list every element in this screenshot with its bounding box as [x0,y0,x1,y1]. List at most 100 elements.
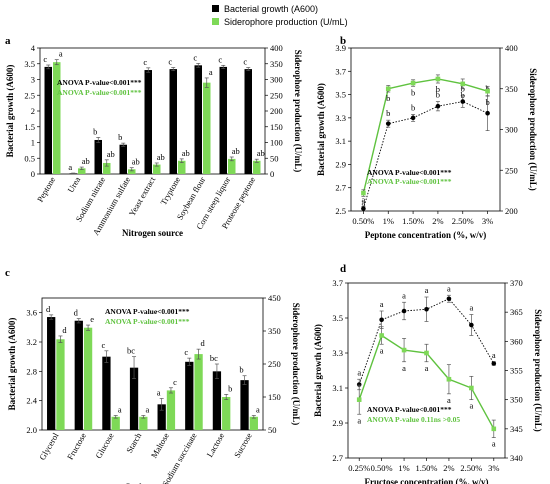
panel-d-letter-1-3: a [425,363,429,373]
panel-d-point-0-0 [356,382,362,387]
panel-b-letter-1-5: b [485,97,489,107]
panel-d-ytick-label-right-5: 365 [510,307,523,317]
panel-c-letter-0-5: c [184,347,188,357]
panel-c-letter: c [5,267,10,279]
panel-b-ytick-label-left-3: 3.1 [335,136,346,146]
panel-a-anova-sidero: ANOVA P-value<0.001*** [57,88,142,97]
panel-a-ytick-label-left-7: 3.5 [24,59,35,69]
panel-c-bar-0-7 [240,380,249,430]
panel-c-bar-1-5 [194,354,203,430]
panel-b-letter-1-0: a [362,197,366,207]
panel-b-point-0-2 [410,115,416,121]
panel-a-letter-1-0: a [59,49,63,59]
panel-d-ytick-label-right-6: 370 [510,278,523,288]
panel-b-letter-0-0: a [362,194,366,204]
panel-b-letter-0-3: b [436,90,440,100]
panel-b-ylabel-left: Bacterial growth (A600) [316,83,326,176]
panel-b-letter-1-3: b [436,84,440,94]
panel-d-point-0-4 [446,296,452,302]
panel-c-letter-0-4: a [157,387,161,397]
panel-c-ylabel-left: Bacterial growth (A600) [7,318,17,411]
panel-a-xlabel: Nitrogen source [122,228,183,238]
panel-a-ytick-label-right-3: 150 [270,122,283,132]
panel-d-point-1-1 [379,333,384,338]
panel-a-letter-1-8: ab [257,148,265,158]
panel-b-letter-1-1: b [386,93,390,103]
panel-a-ytick-label-right-2: 100 [270,138,283,148]
panel-c-xtick-label-3: Starch [124,430,144,454]
panel-a-bar-0-2 [94,139,102,174]
panel-a-ytick-label-right-1: 50 [270,153,279,163]
panel-d-ytick-label-left-1: 2.9 [332,418,343,428]
panel-c-ytick-label-left-0: 2.0 [26,425,37,435]
panel-d-ytick-label-right-0: 340 [510,453,523,463]
panel-a-letter: a [5,35,11,47]
panel-a-bar-1-5 [178,160,186,174]
legend-label-sidero: Siderophore production (U/mL) [224,16,348,27]
panel-c-xtick-label-2: Glucose [93,431,116,460]
panel-d-point-0-2 [401,308,407,314]
legend-swatch-sidero [212,18,219,25]
panel-b-frame [350,47,501,212]
panel-d-point-0-3 [424,306,429,312]
panel-b-ytick-label-left-2: 2.9 [335,159,346,169]
legend-label-growth: Bacterial growth (A600) [224,3,319,14]
panel-b-point-0-3 [435,103,441,109]
panel-d-ytick-label-left-5: 3.7 [332,278,343,288]
panel-b-ytick-label-right-3: 350 [505,84,518,94]
panel-d-point-1-2 [401,347,407,353]
panel-d-letter-0-6: a [492,350,496,360]
legend-swatch-growth [212,5,219,12]
panel-a-letter-1-4: ab [157,152,165,162]
panel-a-ytick-label-left-2: 1 [31,138,35,148]
panel-a-ytick-label-left-3: 1.5 [24,122,35,132]
panel-d-letter-1-5: a [469,401,473,411]
panel-a-bar-0-8 [244,69,252,174]
panel-a-letter-0-2: b [93,126,97,136]
legend-item-growth: Bacterial growth (A600) [212,2,348,15]
panel-a-bar-0-3 [119,144,127,174]
panel-a-bar-1-6 [203,82,211,174]
panel-b-anova-sidero: ANOVA P-value<0.001*** [367,177,452,186]
panel-a-ytick-label-left-5: 2.5 [24,90,35,100]
panel-a-xtick-label-1: Urea [65,175,82,194]
panel-a-letter-0-7: c [218,54,222,64]
panel-a-bar-0-4 [144,70,152,174]
panel-a-letter-1-3: ab [132,157,140,167]
panel-b-line-1 [362,78,488,194]
panel-c-bar-0-6 [212,371,222,430]
panel-c-letter-1-1: e [90,314,94,324]
panel-d-ytick-label-right-1: 345 [510,424,523,434]
panel-a-bar-1-0 [53,62,61,174]
panel-a-ytick-label-right-4: 200 [270,106,283,116]
panel-d-xlabel: Fructose concentration (%, w/v) [365,477,489,484]
panel-b-point-1-2 [410,80,416,86]
panel-d-point-0-1 [379,317,384,323]
panel-d-letter-0-1: a [380,299,384,309]
panel-a-xtick-label-5: Tryptone [158,175,182,207]
panel-c-xlabel: Carbon source [124,482,181,484]
panel-d-xtick-label-3: 1.50% [416,463,438,473]
legend-item-sidero: Siderophore production (U/mL) [212,15,348,28]
panel-a-bar-1-2 [103,162,111,174]
panel-c-bar-1-0 [56,339,65,430]
panel-d-letter-1-6: a [492,439,496,449]
panel-a-bar-0-0 [44,66,52,174]
panel-a-letter-1-6: a [209,67,213,77]
panel-c-bar-1-2 [111,416,120,430]
panel-a-ylabel-left: Bacterial growth (A600) [5,65,15,158]
panel-b-ytick-label-right-0: 200 [505,206,518,216]
panel-c-letter-0-2: c [102,340,106,350]
panel-c-bar-0-0 [47,317,56,430]
panel-a-ytick-label-left-1: 0.5 [24,153,35,163]
panel-c-bar-1-1 [83,327,93,430]
panel-d-xtick-label-4: 2% [443,463,454,473]
panel-a-bar-1-1 [78,168,86,174]
panel-c-bar-1-7 [249,416,258,430]
panel-d-ytick-label-right-3: 355 [510,366,523,376]
panel-c-letter-1-2: a [118,404,122,414]
panel-b-xtick-label-2: 1.50% [402,216,424,226]
panel-c-letter-1-4: c [173,377,177,387]
panel-b-letter-0-2: b [411,102,415,112]
